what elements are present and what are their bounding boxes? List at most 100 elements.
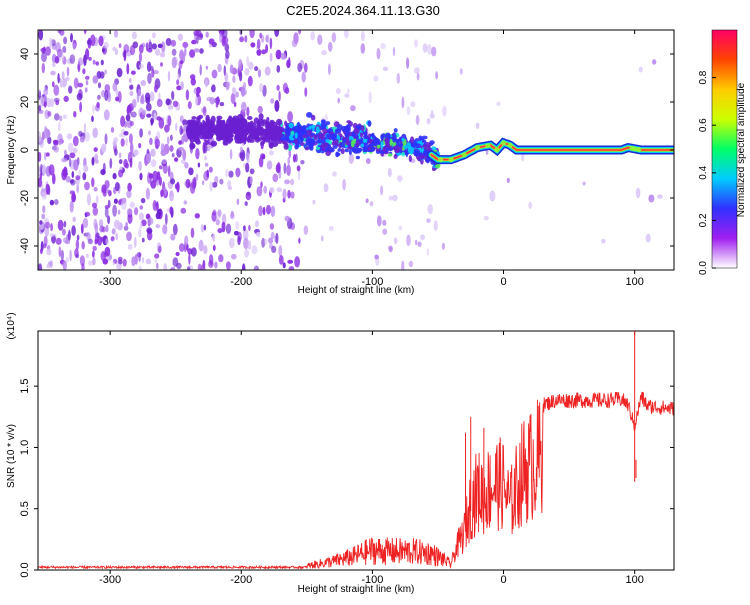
noise-blob [118, 152, 122, 159]
noise-blob [269, 150, 274, 156]
snr-x-label: Height of straight line (km) [298, 584, 415, 595]
noise-blob [218, 254, 224, 263]
noise-blob [426, 248, 430, 256]
noise-blob [342, 178, 346, 191]
ridge-blob [284, 137, 289, 141]
noise-blob [272, 173, 279, 183]
noise-blob [441, 242, 445, 250]
noise-blob [116, 67, 123, 78]
noise-blob [282, 82, 288, 94]
noise-blob [152, 32, 156, 39]
noise-blob [191, 39, 197, 45]
ridge-blob [337, 148, 342, 152]
noise-blob [57, 52, 61, 58]
noise-blob [276, 65, 281, 73]
noise-blob [292, 154, 297, 163]
noise-blob [71, 225, 76, 236]
noise-blob [408, 260, 414, 268]
noise-blob [348, 153, 354, 164]
ridge-blob [331, 134, 338, 138]
noise-blob [55, 100, 60, 106]
noise-blob [94, 153, 98, 161]
noise-blob [138, 52, 143, 63]
ridge-blob [308, 125, 312, 130]
noise-blob [230, 93, 236, 104]
noise-blob [430, 109, 434, 118]
noise-blob [601, 238, 606, 244]
noise-blob [164, 124, 170, 133]
ridge-blob [252, 126, 256, 131]
noise-blob [216, 96, 220, 105]
ridge-blob [258, 113, 264, 121]
noise-blob [77, 82, 84, 88]
noise-blob [278, 245, 283, 257]
noise-blob [365, 198, 369, 203]
noise-blob [58, 246, 62, 258]
noise-blob [92, 75, 99, 84]
noise-blob [288, 266, 295, 270]
noise-blob [180, 81, 184, 91]
noise-blob [194, 213, 200, 219]
noise-blob [177, 33, 183, 41]
noise-blob [254, 66, 259, 72]
noise-blob [62, 114, 67, 119]
noise-blob [105, 224, 109, 233]
noise-blob [51, 234, 56, 244]
y-tick-label: 1.5 [19, 379, 31, 394]
noise-blob [146, 113, 152, 118]
noise-blob [41, 190, 47, 201]
noise-blob [49, 98, 55, 108]
noise-blob [86, 193, 92, 206]
ridge-blob [328, 147, 335, 153]
noise-blob [174, 183, 179, 190]
noise-blob [112, 172, 117, 180]
ridge-blob [221, 137, 227, 141]
noise-blob [129, 157, 133, 168]
ridge-blob [302, 125, 307, 131]
x-tick-label: 100 [625, 574, 643, 586]
noise-blob [297, 170, 301, 181]
noise-blob [121, 198, 127, 210]
x-tick-label: -200 [230, 574, 252, 586]
noise-blob [43, 88, 49, 96]
noise-blob [235, 91, 239, 98]
noise-blob [228, 237, 235, 249]
ridge-blob [294, 132, 298, 139]
noise-blob [256, 48, 262, 56]
noise-blob [240, 86, 246, 97]
ridge-blob [345, 139, 351, 146]
noise-blob [269, 52, 273, 62]
noise-blob [134, 207, 139, 216]
ridge-blob [240, 117, 246, 123]
noise-blob [95, 61, 100, 66]
noise-blob [203, 143, 208, 154]
noise-blob [82, 217, 89, 229]
noise-blob [139, 212, 144, 221]
noise-blob [109, 157, 113, 169]
ridge-blob [373, 137, 378, 142]
noise-blob [155, 224, 161, 229]
noise-blob [335, 88, 341, 95]
noise-blob [102, 48, 105, 53]
noise-blob [431, 46, 437, 57]
ridge-blob [276, 118, 283, 126]
noise-blob [264, 66, 271, 76]
noise-blob [69, 200, 74, 213]
ridge-blob [407, 146, 414, 155]
noise-blob [236, 198, 240, 205]
ridge-node [507, 142, 513, 148]
noise-blob [49, 233, 55, 238]
ridge-blob [360, 125, 365, 132]
y-tick-label: -40 [19, 238, 31, 254]
noise-blob [123, 225, 129, 231]
ridge-blob [313, 134, 319, 140]
noise-blob [52, 62, 56, 68]
noise-blob [100, 59, 104, 66]
noise-blob [190, 78, 196, 86]
noise-blob [304, 62, 308, 73]
noise-blob [53, 84, 60, 96]
noise-blob [327, 41, 333, 52]
noise-blob [84, 132, 91, 142]
noise-blob [141, 109, 147, 116]
noise-blob [182, 119, 188, 127]
